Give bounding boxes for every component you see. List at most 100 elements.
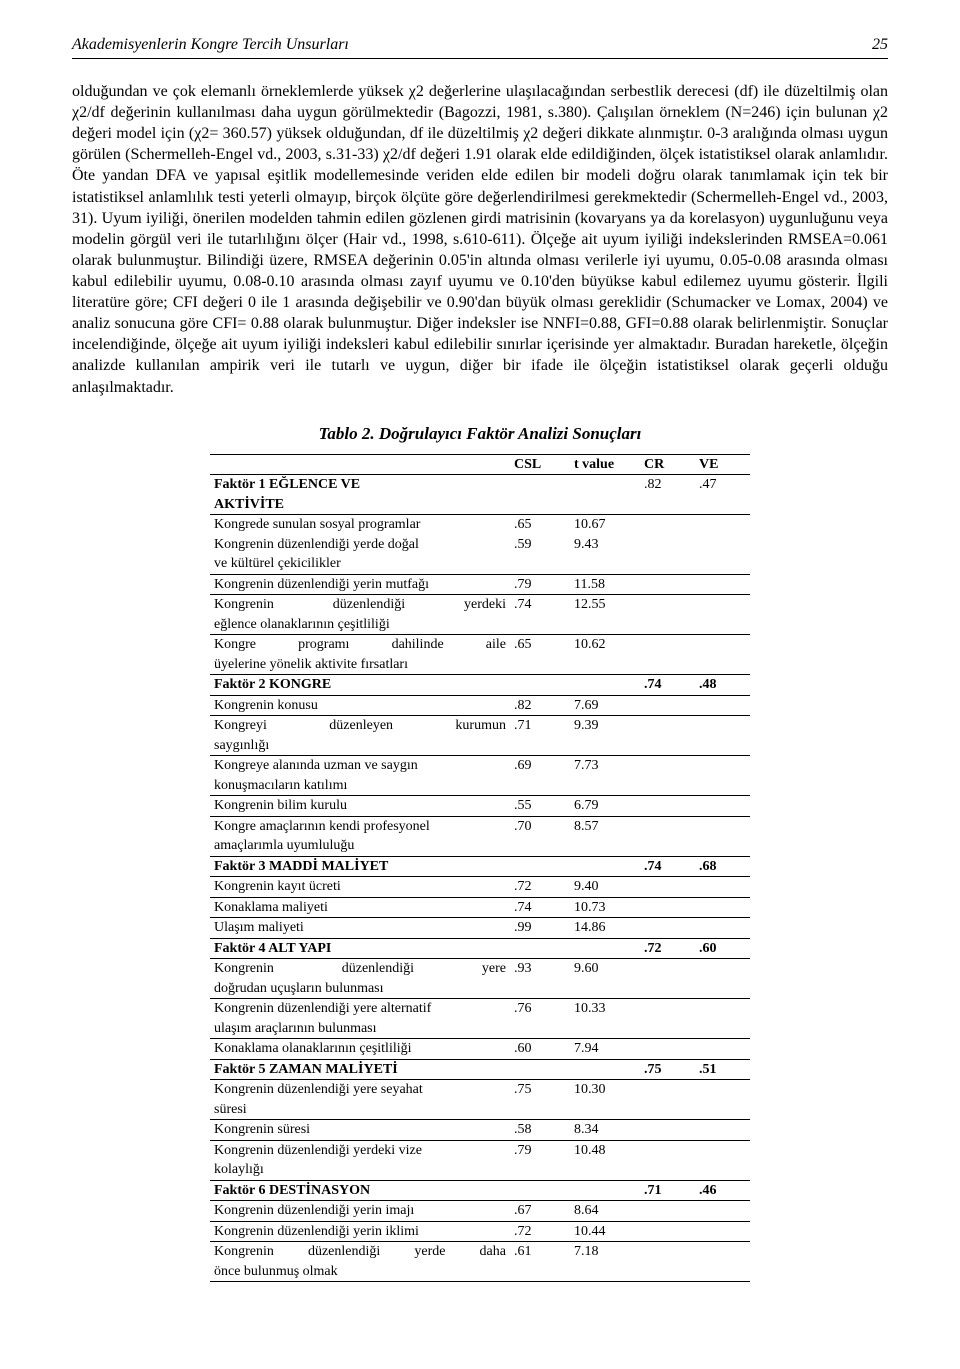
factor1-ve: .47 — [695, 475, 750, 495]
r10-csl: .70 — [510, 816, 570, 836]
factor4-label: Faktör 4 ALT YAPI — [210, 938, 510, 959]
r11-t: 9.40 — [570, 877, 640, 898]
r7-t: 9.39 — [570, 716, 640, 736]
r17-csl: .75 — [510, 1080, 570, 1100]
r10a-label: Kongre amaçlarının kendi profesyonel — [210, 816, 510, 836]
r10-t: 8.57 — [570, 816, 640, 836]
header-rule — [72, 58, 888, 59]
r9-label: Kongrenin bilim kurulu — [210, 796, 510, 817]
factor5-label: Faktör 5 ZAMAN MALİYETİ — [210, 1059, 510, 1080]
r19-csl: .79 — [510, 1140, 570, 1160]
r3-label: Kongrenin düzenlendiği yerin mutfağı — [210, 574, 510, 595]
body-paragraph: olduğundan ve çok elemanlı örneklemlerde… — [72, 81, 888, 398]
factor6-ve: .46 — [695, 1180, 750, 1201]
r8-csl: .69 — [510, 756, 570, 776]
r22-t: 7.18 — [570, 1242, 640, 1262]
r13-csl: .99 — [510, 918, 570, 939]
r2-csl: .59 — [510, 535, 570, 555]
r15-t: 10.33 — [570, 999, 640, 1019]
factor3-cr: .74 — [640, 856, 695, 877]
r5-csl: .65 — [510, 635, 570, 655]
factor1-label-a: Faktör 1 EĞLENCE VE — [210, 475, 510, 495]
r6-label: Kongrenin konusu — [210, 695, 510, 716]
factor6-label: Faktör 6 DESTİNASYON — [210, 1180, 510, 1201]
factor2-ve: .48 — [695, 675, 750, 696]
table-caption: Tablo 2. Doğrulayıcı Faktör Analizi Sonu… — [72, 424, 888, 444]
r18-csl: .58 — [510, 1120, 570, 1141]
r20-label: Kongrenin düzenlendiği yerin imajı — [210, 1201, 510, 1222]
r12-t: 10.73 — [570, 897, 640, 918]
r4-csl: .74 — [510, 595, 570, 615]
page-number: 25 — [872, 36, 888, 54]
factor4-cr: .72 — [640, 938, 695, 959]
r1-csl: .65 — [510, 515, 570, 535]
factor6-cr: .71 — [640, 1180, 695, 1201]
r14b-label: doğrudan uçuşların bulunması — [210, 979, 510, 999]
r21-t: 10.44 — [570, 1221, 640, 1242]
r5b-label: üyelerine yönelik aktivite fırsatları — [210, 655, 510, 675]
r2b-label: ve kültürel çekicilikler — [210, 554, 510, 574]
r10b-label: amaçlarımla uyumluluğu — [210, 836, 510, 856]
r13-t: 14.86 — [570, 918, 640, 939]
r6-t: 7.69 — [570, 695, 640, 716]
r12-csl: .74 — [510, 897, 570, 918]
r8b-label: konuşmacıların katılımı — [210, 776, 510, 796]
r21-csl: .72 — [510, 1221, 570, 1242]
r13-label: Ulaşım maliyeti — [210, 918, 510, 939]
r20-csl: .67 — [510, 1201, 570, 1222]
factor4-ve: .60 — [695, 938, 750, 959]
r5-t: 10.62 — [570, 635, 640, 655]
factor5-ve: .51 — [695, 1059, 750, 1080]
factor5-cr: .75 — [640, 1059, 695, 1080]
r1-label: Kongrede sunulan sosyal programlar — [210, 515, 510, 535]
r8a-label: Kongreye alanında uzman ve saygın — [210, 756, 510, 776]
r2-t: 9.43 — [570, 535, 640, 555]
r14-csl: .93 — [510, 959, 570, 979]
r20-t: 8.64 — [570, 1201, 640, 1222]
r22-csl: .61 — [510, 1242, 570, 1262]
col-csl: CSL — [510, 454, 570, 475]
col-ve: VE — [695, 454, 750, 475]
r19b-label: kolaylığı — [210, 1160, 510, 1180]
factor2-cr: .74 — [640, 675, 695, 696]
r16-t: 7.94 — [570, 1039, 640, 1060]
r9-csl: .55 — [510, 796, 570, 817]
factor1-cr: .82 — [640, 475, 695, 495]
r16-csl: .60 — [510, 1039, 570, 1060]
r1-t: 10.67 — [570, 515, 640, 535]
r11-label: Kongrenin kayıt ücreti — [210, 877, 510, 898]
r21-label: Kongrenin düzenlendiği yerin iklimi — [210, 1221, 510, 1242]
r5a-label: Kongre programı dahilinde aile — [210, 635, 510, 655]
r18-label: Kongrenin süresi — [210, 1120, 510, 1141]
r9-t: 6.79 — [570, 796, 640, 817]
col-cr: CR — [640, 454, 695, 475]
running-head: Akademisyenlerin Kongre Tercih Unsurları — [72, 36, 349, 54]
factor3-label: Faktör 3 MADDİ MALİYET — [210, 856, 510, 877]
factor1-label-b: AKTİVİTE — [210, 495, 510, 515]
r3-t: 11.58 — [570, 574, 640, 595]
r14-t: 9.60 — [570, 959, 640, 979]
r17b-label: süresi — [210, 1100, 510, 1120]
cfa-table: CSL t value CR VE Faktör 1 EĞLENCE VE .8… — [210, 454, 750, 1283]
r4-t: 12.55 — [570, 595, 640, 615]
r7a-label: Kongreyi düzenleyen kurumun — [210, 716, 510, 736]
r17a-label: Kongrenin düzenlendiği yere seyahat — [210, 1080, 510, 1100]
r7-csl: .71 — [510, 716, 570, 736]
r7b-label: saygınlığı — [210, 736, 510, 756]
r15b-label: ulaşım araçlarının bulunması — [210, 1019, 510, 1039]
r3-csl: .79 — [510, 574, 570, 595]
r22a-label: Kongrenin düzenlendiği yerde daha — [210, 1242, 510, 1262]
r6-csl: .82 — [510, 695, 570, 716]
col-blank — [210, 454, 510, 475]
col-tvalue: t value — [570, 454, 640, 475]
r14a-label: Kongrenin düzenlendiği yere — [210, 959, 510, 979]
factor2-label: Faktör 2 KONGRE — [210, 675, 510, 696]
r12-label: Konaklama maliyeti — [210, 897, 510, 918]
r15a-label: Kongrenin düzenlendiği yere alternatif — [210, 999, 510, 1019]
r8-t: 7.73 — [570, 756, 640, 776]
r4b-label: eğlence olanaklarının çeşitliliği — [210, 615, 510, 635]
r22b-label: önce bulunmuş olmak — [210, 1262, 510, 1282]
r4a-label: Kongrenin düzenlendiği yerdeki — [210, 595, 510, 615]
r16-label: Konaklama olanaklarının çeşitliliği — [210, 1039, 510, 1060]
r11-csl: .72 — [510, 877, 570, 898]
